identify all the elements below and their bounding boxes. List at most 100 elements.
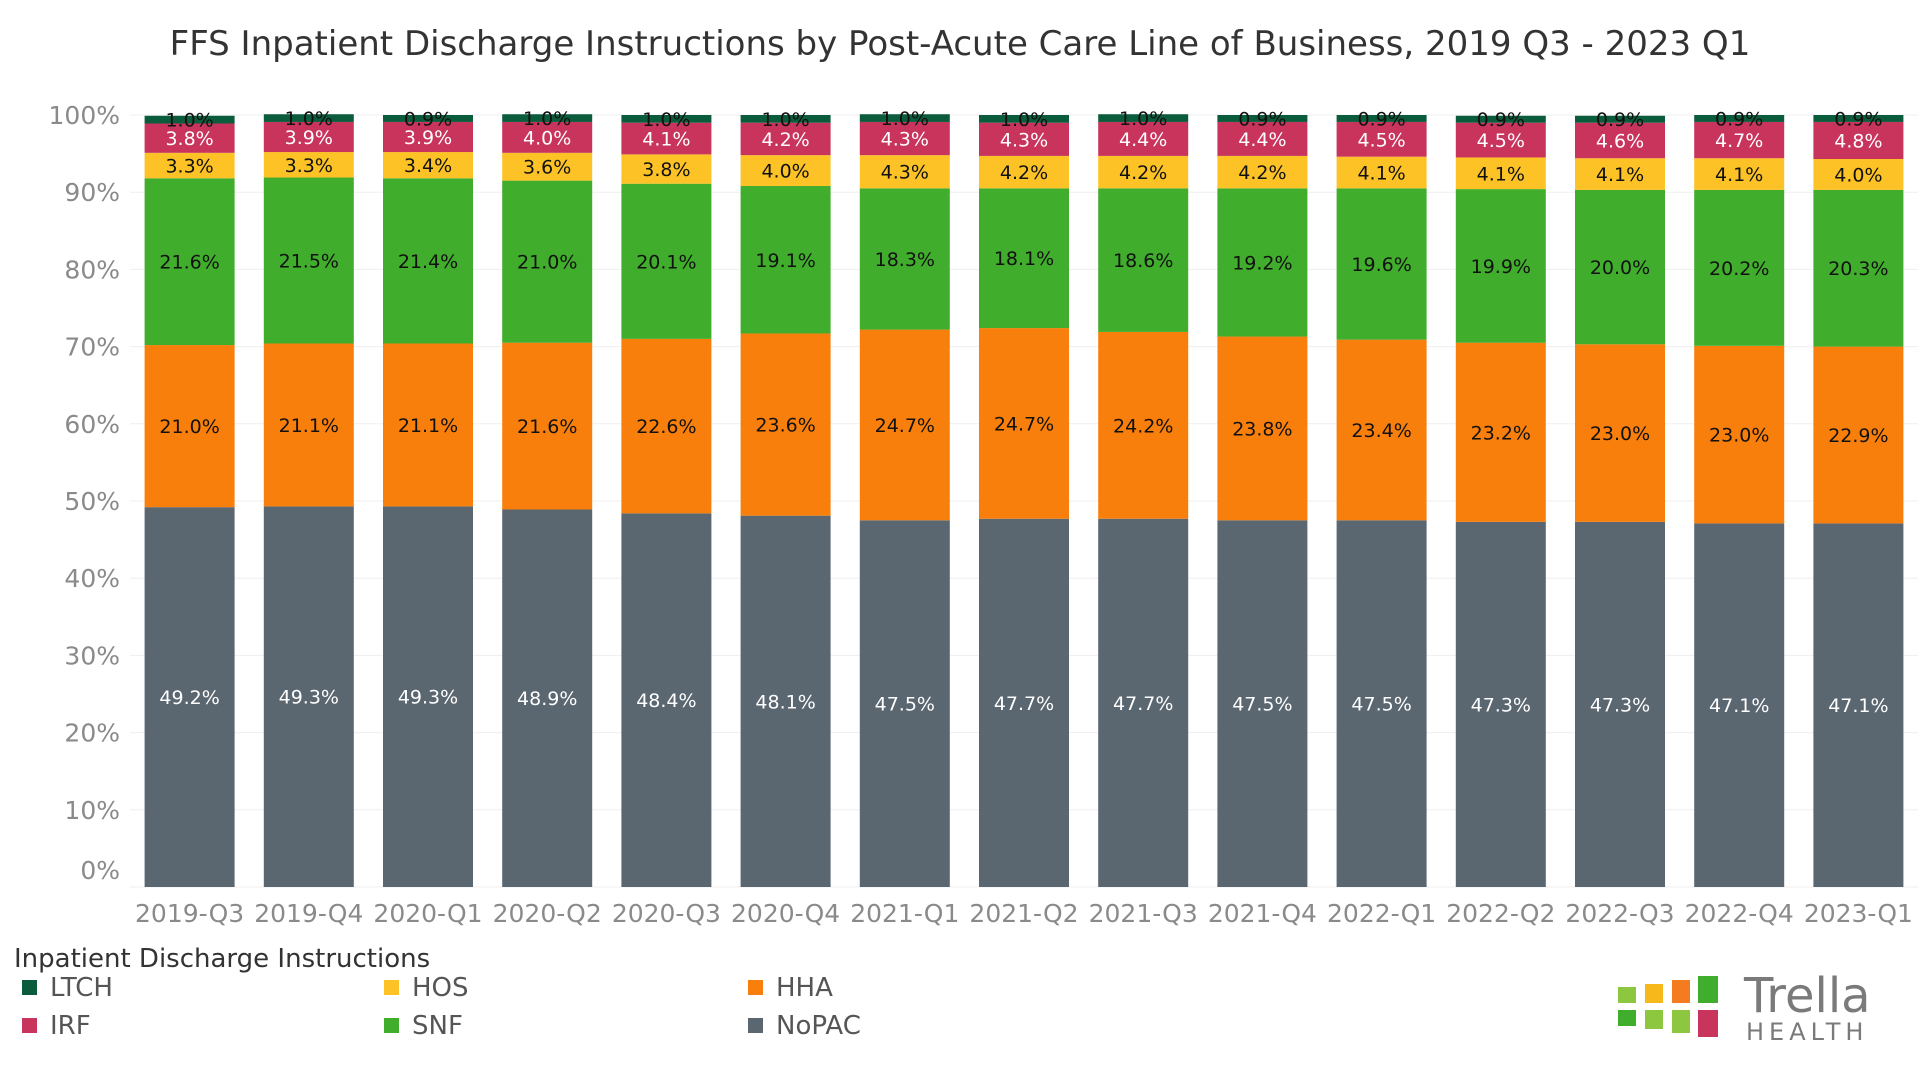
data-label-hos-2022-Q3: 4.1% (1596, 164, 1644, 186)
bar-nopac-2021-Q2 (979, 518, 1069, 887)
logo-tile (1698, 1010, 1718, 1037)
bar-ltch-2022-Q3 (1575, 115, 1665, 123)
bar-nopac-2019-Q4 (263, 506, 354, 887)
data-label-irf-2022-Q3: 4.6% (1596, 130, 1644, 152)
legend-swatch (384, 980, 399, 995)
bar-ltch-2020-Q4 (740, 115, 831, 123)
bar-ltch-2021-Q3 (1098, 114, 1189, 122)
bar-hos-2019-Q3 (144, 152, 235, 179)
data-label-irf-2022-Q2: 4.5% (1477, 130, 1525, 152)
x-tick-label: 2020-Q1 (373, 899, 482, 928)
legend-swatch (748, 1018, 763, 1033)
y-tick-label: 70% (64, 333, 120, 362)
x-tick-label: 2021-Q1 (850, 899, 959, 928)
bars: 49.2%21.0%21.6%3.3%3.8%1.0%49.3%21.1%21.… (144, 108, 1904, 887)
bar-hos-2021-Q3 (1098, 155, 1189, 189)
y-tick-label: 50% (64, 487, 120, 516)
chart-title: FFS Inpatient Discharge Instructions by … (170, 24, 1751, 64)
bar-hha-2020-Q1 (383, 343, 473, 507)
bar-stack-2022-Q3: 47.3% 23.0% 20.0% 4.1% 4.6%0.9% (1575, 109, 1665, 887)
data-label-hos-2019-Q4: 3.3% (285, 155, 333, 177)
bar-nopac-2023-Q1 (1813, 523, 1904, 887)
data-label-hha-2022-Q3: 23.0% (1590, 423, 1650, 445)
bar-nopac-2020-Q3 (621, 513, 712, 887)
x-tick-label: 2021-Q3 (1089, 899, 1198, 928)
data-label-snf-2021-Q1: 18.3% (875, 249, 935, 271)
bar-irf-2022-Q3 (1575, 122, 1665, 159)
data-label-hha-2021-Q4: 23.8% (1232, 418, 1292, 440)
bar-hos-2021-Q1 (859, 155, 950, 189)
bar-snf-2022-Q1 (1336, 188, 1427, 340)
data-label-irf-2019-Q4: 3.9% (285, 127, 333, 149)
legend-swatch (22, 980, 37, 995)
data-label-snf-2022-Q2: 19.9% (1471, 256, 1531, 278)
bar-stack-2020-Q3: 48.4% 22.6% 20.1% 3.8% 4.1%1.0% (621, 109, 712, 887)
data-label-irf-2020-Q3: 4.1% (642, 129, 690, 151)
bar-hos-2021-Q2 (979, 155, 1069, 189)
bar-stack-2021-Q3: 47.7% 24.2% 18.6% 4.2% 4.4%1.0% (1098, 108, 1189, 887)
bar-irf-2023-Q1 (1813, 121, 1904, 160)
logo-tile (1672, 1010, 1690, 1033)
legend-swatch (22, 1018, 37, 1033)
legend-item-snf: SNF (384, 1011, 463, 1041)
data-label-nopac-2021-Q3: 47.7% (1113, 693, 1173, 715)
bar-nopac-2021-Q1 (859, 520, 950, 887)
bar-nopac-2019-Q3 (144, 507, 235, 887)
logo-tile (1645, 1010, 1663, 1029)
logo-tile (1672, 980, 1690, 1003)
data-label-ltch-2021-Q4: 0.9% (1238, 108, 1286, 130)
data-label-hha-2022-Q2: 23.2% (1471, 422, 1531, 444)
data-label-ltch-2022-Q4: 0.9% (1715, 108, 1763, 130)
data-label-nopac-2022-Q2: 47.3% (1471, 694, 1531, 716)
data-label-hha-2020-Q2: 21.6% (517, 416, 577, 438)
legend-label: SNF (412, 1011, 463, 1041)
bar-snf-2021-Q2 (979, 188, 1069, 329)
bar-irf-2022-Q1 (1336, 121, 1427, 157)
x-tick-label: 2019-Q3 (135, 899, 244, 928)
data-label-nopac-2021-Q2: 47.7% (994, 693, 1054, 715)
data-label-nopac-2022-Q1: 47.5% (1351, 694, 1411, 716)
bar-hos-2022-Q3 (1575, 158, 1665, 190)
bar-nopac-2022-Q4 (1694, 523, 1785, 887)
legend-item-nopac: NoPAC (748, 1011, 861, 1041)
data-label-nopac-2020-Q4: 48.1% (755, 691, 815, 713)
data-label-irf-2021-Q4: 4.4% (1238, 129, 1286, 151)
bar-hos-2020-Q1 (383, 152, 473, 179)
bar-hos-2020-Q4 (740, 155, 831, 187)
data-label-ltch-2020-Q1: 0.9% (404, 108, 452, 130)
bar-ltch-2020-Q1 (383, 115, 473, 122)
data-label-irf-2022-Q4: 4.7% (1715, 130, 1763, 152)
bar-irf-2019-Q4 (263, 121, 354, 153)
data-label-hos-2021-Q4: 4.2% (1238, 162, 1286, 184)
bar-snf-2019-Q3 (144, 178, 235, 346)
x-tick-label: 2021-Q4 (1208, 899, 1317, 928)
y-axis: 0% 10% 20% 30% 40% 50% 60% 70% 80% 90% 100% (49, 101, 120, 885)
bar-hha-2021-Q3 (1098, 331, 1189, 519)
data-label-ltch-2020-Q3: 1.0% (642, 109, 690, 131)
bar-ltch-2022-Q1 (1336, 115, 1427, 122)
data-label-hos-2022-Q4: 4.1% (1715, 164, 1763, 186)
bar-stack-2020-Q2: 48.9% 21.6% 21.0% 3.6% 4.0%1.0% (502, 108, 593, 887)
legend-item-ltch: LTCH (22, 973, 113, 1003)
data-label-irf-2020-Q1: 3.9% (404, 127, 452, 149)
bar-ltch-2021-Q1 (859, 114, 950, 122)
bar-ltch-2022-Q4 (1694, 115, 1785, 122)
data-label-nopac-2019-Q3: 49.2% (159, 687, 219, 709)
bar-nopac-2021-Q3 (1098, 518, 1189, 887)
bar-snf-2020-Q2 (502, 180, 593, 343)
legend-label: HHA (776, 973, 833, 1003)
data-label-hos-2020-Q3: 3.8% (642, 159, 690, 181)
data-label-nopac-2020-Q3: 48.4% (636, 690, 696, 712)
y-tick-label: 10% (64, 796, 120, 825)
bar-hos-2020-Q2 (502, 152, 593, 181)
data-label-ltch-2021-Q3: 1.0% (1119, 108, 1167, 130)
data-label-irf-2019-Q3: 3.8% (165, 128, 213, 150)
bar-stack-2023-Q1: 47.1% 22.9% 20.3% 4.0% 4.8%0.9% (1813, 108, 1904, 887)
bar-hha-2020-Q4 (740, 333, 831, 516)
bar-irf-2019-Q3 (144, 123, 235, 153)
bar-snf-2023-Q1 (1813, 189, 1904, 347)
data-label-snf-2022-Q4: 20.2% (1709, 258, 1769, 280)
bar-stack-2021-Q2: 47.7% 24.7% 18.1% 4.2% 4.3%1.0% (979, 109, 1069, 887)
data-label-nopac-2020-Q2: 48.9% (517, 688, 577, 710)
